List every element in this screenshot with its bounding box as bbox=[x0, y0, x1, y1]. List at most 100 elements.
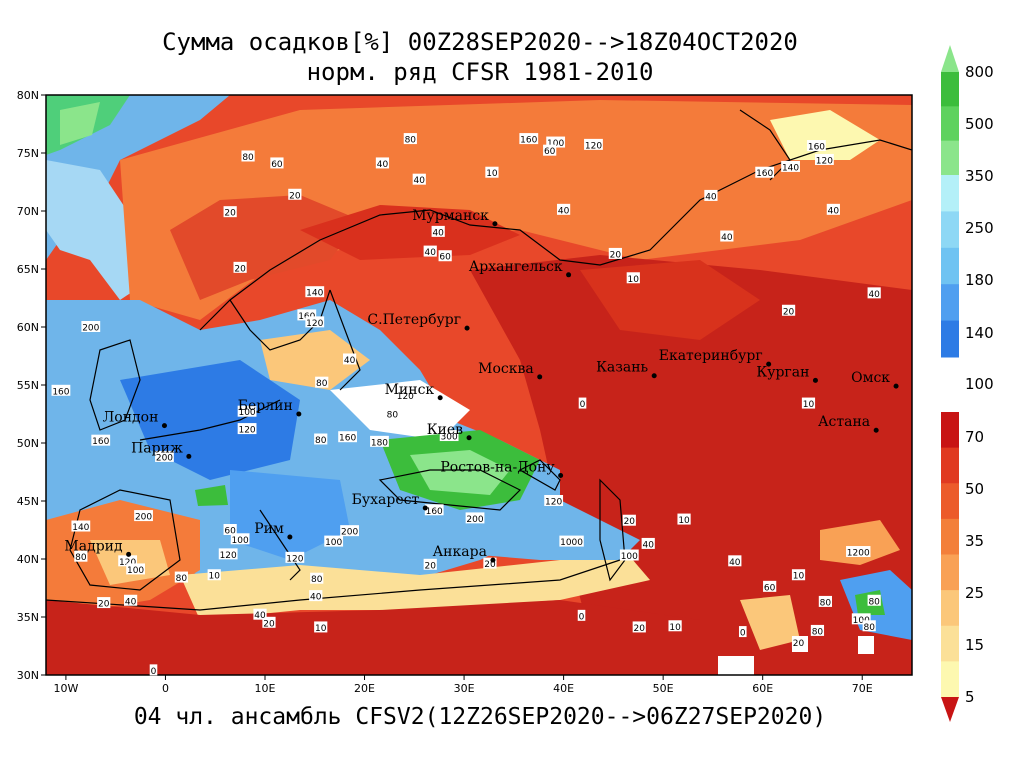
contour-label-box bbox=[559, 535, 584, 547]
contour-label: 140 bbox=[782, 163, 799, 173]
x-tick-label: 30E bbox=[454, 682, 475, 695]
kara-sea-yellow bbox=[770, 110, 880, 160]
contour-label-box bbox=[867, 594, 881, 606]
colorbar-swatch bbox=[941, 175, 959, 212]
city-label: Париж bbox=[131, 440, 183, 456]
city-label: Архангельск bbox=[469, 259, 563, 275]
colorbar-top-arrow bbox=[941, 45, 959, 72]
city-label: Екатеринбург bbox=[659, 348, 763, 364]
contour-label: 60 bbox=[544, 147, 556, 157]
y-tick-label: 65N bbox=[17, 263, 39, 276]
colorbar-swatch bbox=[941, 554, 959, 591]
contour-label: 120 bbox=[545, 498, 562, 508]
contour-label: 60 bbox=[764, 583, 776, 593]
city-marker bbox=[812, 377, 818, 383]
contour-label-box bbox=[584, 138, 603, 150]
city-marker bbox=[287, 534, 293, 540]
north-africa-red bbox=[46, 600, 700, 675]
contour-label-box bbox=[412, 173, 426, 185]
contour-label: 40 bbox=[868, 290, 880, 300]
contour-label: 10 bbox=[678, 516, 690, 526]
contour-label-box bbox=[483, 557, 497, 569]
missing-data-patch-1 bbox=[718, 656, 754, 675]
contour-label: 20 bbox=[634, 624, 646, 634]
contour-label: 100 bbox=[127, 566, 144, 576]
caspian-sea bbox=[599, 478, 626, 582]
contour-label-box bbox=[438, 250, 452, 262]
contour-label-box bbox=[314, 433, 328, 445]
contour-label-box bbox=[557, 203, 571, 215]
city-marker bbox=[437, 395, 443, 401]
y-tick-label: 35N bbox=[17, 611, 39, 624]
contour-label: 10 bbox=[486, 169, 498, 179]
x-tick-label: 20E bbox=[354, 682, 375, 695]
contour-label-box bbox=[74, 550, 88, 562]
contour-label: 40 bbox=[414, 176, 426, 186]
volga-red bbox=[580, 260, 760, 340]
contour-label-box bbox=[309, 590, 323, 602]
contour-label-box bbox=[668, 620, 682, 632]
contour-label-box bbox=[241, 150, 255, 162]
city-label: Бухарест bbox=[352, 492, 420, 508]
y-tick-label: 30N bbox=[17, 669, 39, 682]
colorbar-swatch bbox=[941, 625, 959, 662]
contour-label-box bbox=[801, 397, 816, 409]
city-label: Ростов-на-Дону bbox=[440, 459, 555, 475]
contour-label-box bbox=[546, 136, 566, 148]
iberian-peninsula bbox=[69, 489, 181, 591]
contour-label-box bbox=[807, 140, 826, 152]
contour-label: 40 bbox=[310, 593, 322, 603]
contour-label: 20 bbox=[234, 264, 246, 274]
contour-label-box bbox=[577, 609, 586, 621]
contour-label: 100 bbox=[238, 408, 255, 418]
contour-label: 140 bbox=[306, 289, 323, 299]
contour-label-box bbox=[237, 423, 257, 435]
contour-label: 160 bbox=[52, 387, 69, 397]
city-label: Астана bbox=[818, 414, 870, 430]
city-marker bbox=[466, 435, 472, 441]
city-marker bbox=[126, 551, 132, 557]
contour-label-box bbox=[338, 431, 358, 443]
contour-label: 160 bbox=[756, 169, 773, 179]
x-tick-label: 10W bbox=[53, 682, 78, 695]
colorbar-label: 100 bbox=[965, 375, 994, 393]
colorbar-label: 35 bbox=[965, 532, 984, 550]
city-label: Казань bbox=[596, 360, 648, 376]
contour-label: 80 bbox=[387, 411, 399, 421]
city-labels: Мурманск Архангельск С.Петербург Москва Каза… bbox=[64, 208, 899, 563]
contour-label: 20 bbox=[263, 619, 275, 629]
city-label: Омск bbox=[851, 370, 890, 386]
colorbar-swatch bbox=[941, 72, 959, 107]
city-marker bbox=[766, 361, 772, 367]
ensemble-subtitle: 04 чл. ансамбль CFSV2(12Z26SEP2020-->06Z… bbox=[133, 704, 827, 730]
atlantic-light-blue bbox=[46, 160, 150, 300]
x-tick-label: 70E bbox=[852, 682, 873, 695]
contour-label: 80 bbox=[242, 153, 254, 163]
coastlines bbox=[46, 109, 912, 611]
city-marker bbox=[537, 374, 543, 380]
contour-label: 160 bbox=[520, 136, 537, 146]
x-axis-ticks: 10W 0 10E 20E 30E 40E 50E 60E 70E bbox=[53, 675, 873, 695]
contour-label: 1200 bbox=[847, 549, 870, 559]
contour-label-box bbox=[578, 397, 587, 409]
contour-label: 120 bbox=[306, 319, 323, 329]
contour-label-box bbox=[543, 144, 557, 156]
contour-label: 200 bbox=[341, 528, 358, 538]
y-axis-ticks: 80N 75N 70N 65N 60N 55N 50N 45N 40N 35N 30N bbox=[17, 89, 46, 682]
north-sea-coast bbox=[139, 399, 281, 441]
missing-data-patch-3 bbox=[858, 636, 874, 654]
contour-label-box bbox=[403, 133, 417, 145]
y-tick-label: 70N bbox=[17, 205, 39, 218]
novaya-zemlya bbox=[739, 109, 791, 181]
contour-label: 10 bbox=[793, 572, 805, 582]
contour-label: 20 bbox=[484, 560, 496, 570]
contour-label-box bbox=[310, 572, 324, 584]
contour-label: 80 bbox=[315, 436, 327, 446]
france-germany-blue bbox=[120, 360, 300, 480]
contour-label: 20 bbox=[289, 191, 301, 201]
colorbar-swatch bbox=[941, 447, 959, 484]
contour-label-box bbox=[738, 626, 747, 638]
contour-label: 80 bbox=[812, 627, 824, 637]
x-tick-label: 50E bbox=[653, 682, 674, 695]
